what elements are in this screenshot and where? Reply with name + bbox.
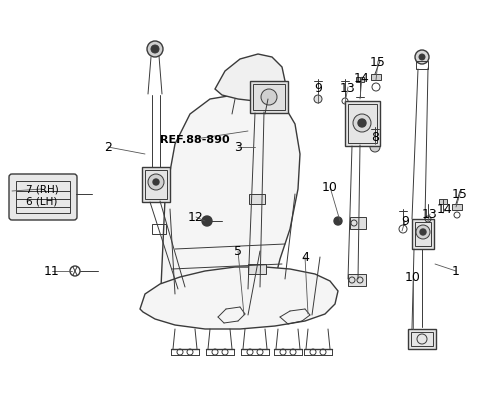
Circle shape xyxy=(153,180,159,186)
Circle shape xyxy=(148,174,164,190)
Bar xyxy=(412,219,434,249)
Text: 13: 13 xyxy=(422,208,438,221)
Circle shape xyxy=(420,229,426,235)
Circle shape xyxy=(334,217,342,225)
Bar xyxy=(348,105,377,144)
Circle shape xyxy=(419,55,425,61)
Circle shape xyxy=(151,46,159,54)
Polygon shape xyxy=(160,95,300,311)
Circle shape xyxy=(147,42,163,58)
Bar xyxy=(356,78,364,83)
Bar xyxy=(248,264,266,274)
Text: 9: 9 xyxy=(401,215,409,228)
Text: 12: 12 xyxy=(188,211,204,224)
Text: 11: 11 xyxy=(44,265,60,278)
Circle shape xyxy=(358,120,366,128)
Circle shape xyxy=(416,225,430,239)
Bar xyxy=(250,82,288,114)
Text: 6 (LH): 6 (LH) xyxy=(26,196,58,207)
Polygon shape xyxy=(215,55,285,102)
Bar xyxy=(142,168,170,203)
Text: 1: 1 xyxy=(452,265,460,278)
Text: 10: 10 xyxy=(405,271,421,284)
Circle shape xyxy=(415,51,429,65)
Text: 8: 8 xyxy=(371,131,379,144)
Text: 13: 13 xyxy=(340,81,356,94)
Text: 9: 9 xyxy=(314,81,322,94)
Text: 4: 4 xyxy=(301,251,309,264)
Bar xyxy=(345,102,380,147)
Bar xyxy=(249,194,265,205)
Text: 3: 3 xyxy=(234,141,242,154)
Circle shape xyxy=(370,143,380,153)
Bar xyxy=(411,332,433,346)
Text: 14: 14 xyxy=(437,203,453,216)
Bar xyxy=(350,217,366,229)
Bar xyxy=(415,223,431,246)
Text: 14: 14 xyxy=(354,71,370,84)
Bar xyxy=(145,170,167,200)
Bar xyxy=(416,62,428,70)
Text: 10: 10 xyxy=(322,181,338,194)
Bar xyxy=(152,225,166,235)
Circle shape xyxy=(261,90,277,106)
Circle shape xyxy=(202,217,212,227)
Text: 15: 15 xyxy=(370,55,386,68)
Text: 7 (RH): 7 (RH) xyxy=(25,184,59,194)
Bar xyxy=(16,182,70,213)
Text: 5: 5 xyxy=(234,245,242,258)
Bar xyxy=(348,274,366,286)
Text: REF.88-890: REF.88-890 xyxy=(160,135,230,145)
Text: 2: 2 xyxy=(104,141,112,154)
Circle shape xyxy=(353,115,371,133)
Bar xyxy=(371,75,381,81)
Bar xyxy=(439,200,447,205)
Bar xyxy=(253,85,285,111)
Bar xyxy=(408,329,436,349)
Polygon shape xyxy=(140,267,338,329)
Circle shape xyxy=(314,96,322,104)
FancyBboxPatch shape xyxy=(9,174,77,221)
Text: 15: 15 xyxy=(452,188,468,201)
Bar xyxy=(452,205,462,211)
